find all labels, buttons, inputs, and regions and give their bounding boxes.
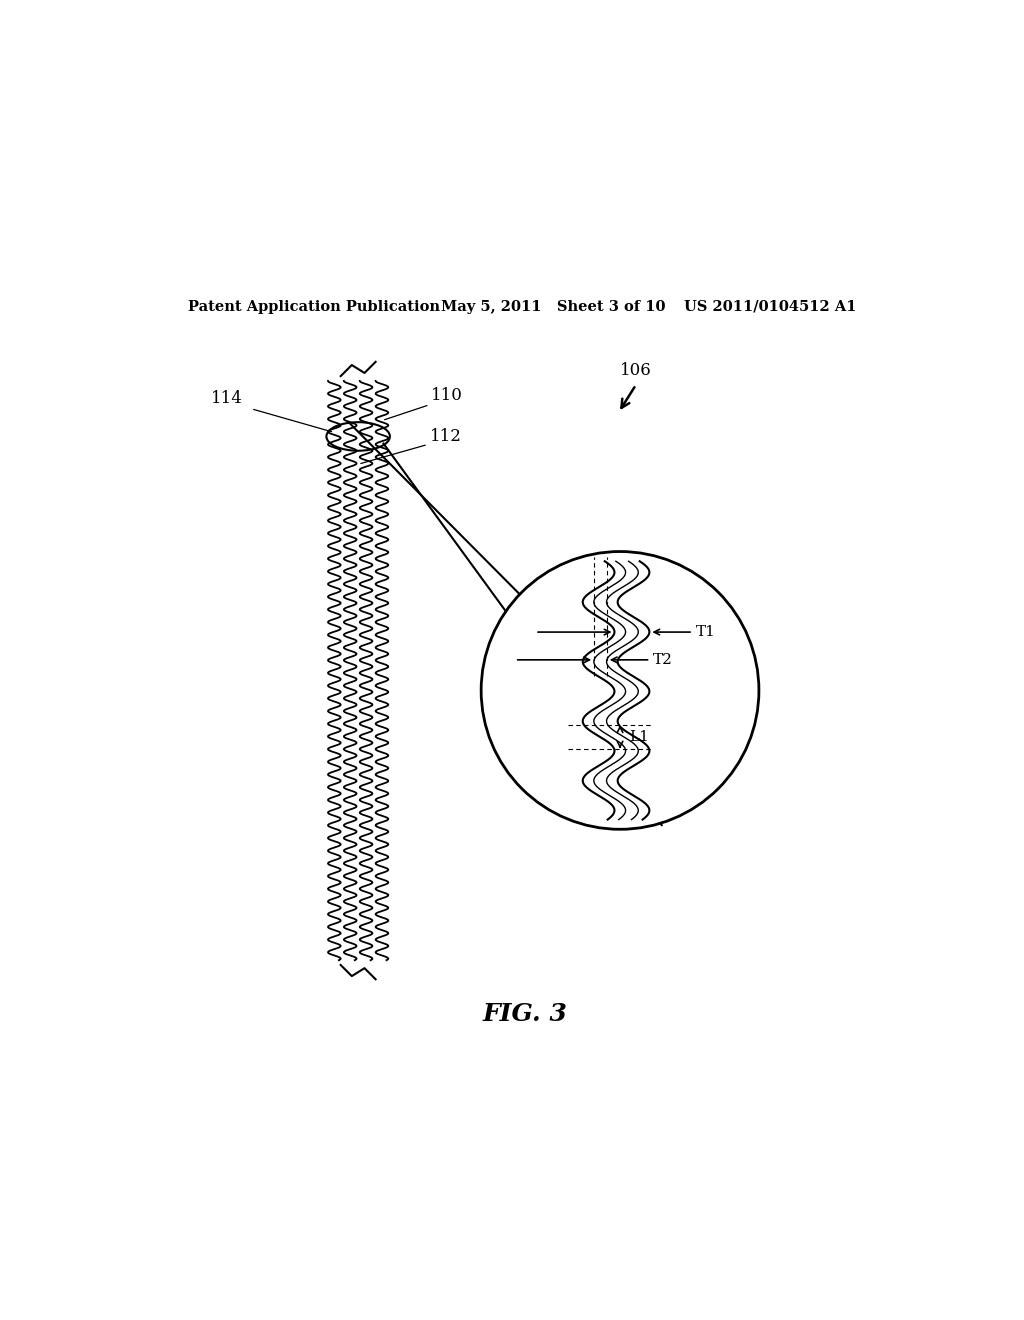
Text: 112: 112 — [430, 428, 462, 445]
Text: US 2011/0104512 A1: US 2011/0104512 A1 — [684, 300, 856, 314]
Text: FIG. 3: FIG. 3 — [482, 1002, 567, 1026]
Text: 114: 114 — [211, 391, 244, 407]
Circle shape — [481, 552, 759, 829]
Text: 106: 106 — [620, 362, 652, 379]
Text: 110: 110 — [431, 387, 463, 404]
Text: T2: T2 — [653, 653, 673, 667]
Text: L1: L1 — [630, 730, 649, 744]
Text: Patent Application Publication: Patent Application Publication — [187, 300, 439, 314]
Text: T1: T1 — [695, 626, 716, 639]
Text: May 5, 2011   Sheet 3 of 10: May 5, 2011 Sheet 3 of 10 — [441, 300, 666, 314]
